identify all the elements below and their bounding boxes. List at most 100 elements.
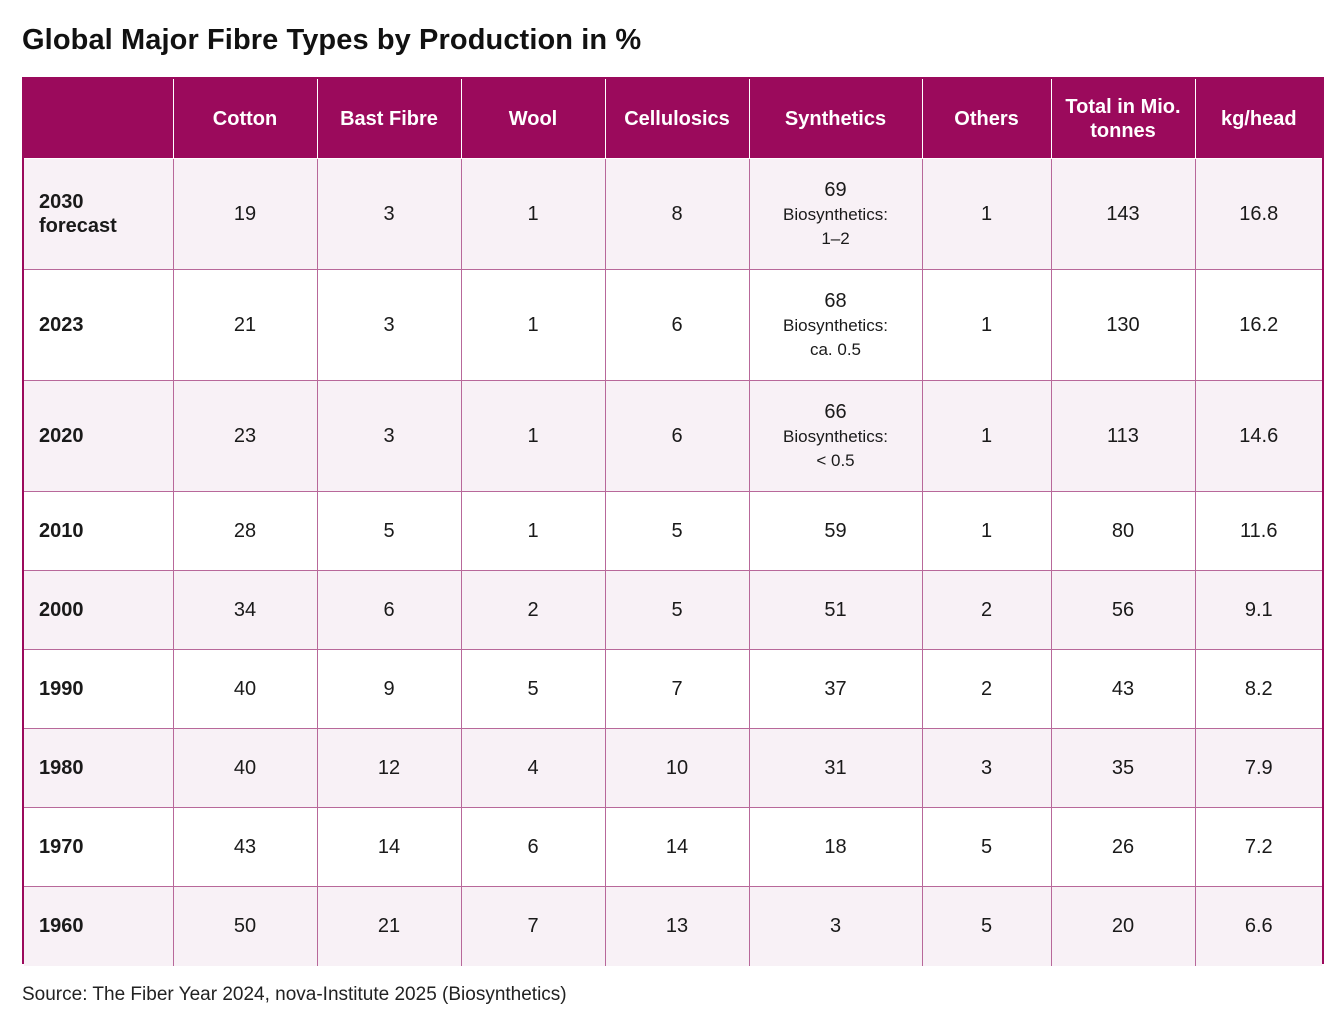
cell-total: 43 <box>1050 649 1196 729</box>
header-total: Total in Mio. tonnes <box>1050 79 1196 159</box>
biosynthetics-value: < 0.5 <box>816 451 855 470</box>
cell-year: 2020 <box>24 380 174 492</box>
cell-bast-fibre: 14 <box>316 807 462 887</box>
table-row: 1960 50 21 7 13 3 5 20 6.6 <box>24 886 1322 966</box>
cell-synthetics: 31 <box>748 728 923 808</box>
biosynthetics-label: Biosynthetics: <box>783 427 888 446</box>
fibre-production-table: Cotton Bast Fibre Wool Cellulosics Synth… <box>24 79 1322 966</box>
cell-cellulosics: 14 <box>604 807 750 887</box>
cell-cellulosics: 6 <box>604 380 750 492</box>
cell-synthetics: 3 <box>748 886 923 966</box>
cell-kg-head: 16.8 <box>1194 158 1322 270</box>
biosynthetics-label: Biosynthetics: <box>783 316 888 335</box>
cell-synthetics: 37 <box>748 649 923 729</box>
cell-total: 26 <box>1050 807 1196 887</box>
cell-synthetics: 59 <box>748 491 923 571</box>
cell-synthetics: 18 <box>748 807 923 887</box>
cell-cellulosics: 6 <box>604 269 750 381</box>
cell-bast-fibre: 3 <box>316 158 462 270</box>
cell-wool: 7 <box>460 886 606 966</box>
cell-others: 5 <box>921 807 1052 887</box>
synthetics-value: 68 <box>824 290 847 312</box>
cell-cellulosics: 8 <box>604 158 750 270</box>
cell-cellulosics: 10 <box>604 728 750 808</box>
cell-bast-fibre: 3 <box>316 269 462 381</box>
table-row: 2000 34 6 2 5 51 2 56 9.1 <box>24 570 1322 650</box>
table-row: 1970 43 14 6 14 18 5 26 7.2 <box>24 807 1322 887</box>
cell-others: 2 <box>921 570 1052 650</box>
cell-others: 1 <box>921 269 1052 381</box>
cell-year: 2010 <box>24 491 174 571</box>
cell-others: 1 <box>921 380 1052 492</box>
table-row: 2023 21 3 1 6 68 Biosynthetics: ca. 0.5 1 130 16.2 <box>24 269 1322 381</box>
cell-year: 1990 <box>24 649 174 729</box>
cell-bast-fibre: 9 <box>316 649 462 729</box>
header-bast-fibre: Bast Fibre <box>316 79 462 159</box>
cell-kg-head: 6.6 <box>1194 886 1322 966</box>
cell-cotton: 34 <box>172 570 318 650</box>
header-year <box>24 79 174 159</box>
cell-others: 1 <box>921 158 1052 270</box>
table-row: 2020 23 3 1 6 66 Biosynthetics: < 0.5 1 113 14.6 <box>24 380 1322 492</box>
table-row: 2030 forecast 19 3 1 8 69 Biosynthetics: 1–2 1 14… <box>24 158 1322 270</box>
cell-synthetics: 51 <box>748 570 923 650</box>
header-others: Others <box>921 79 1052 159</box>
cell-cellulosics: 5 <box>604 491 750 571</box>
cell-bast-fibre: 6 <box>316 570 462 650</box>
table-row: 1990 40 9 5 7 37 2 43 8.2 <box>24 649 1322 729</box>
cell-wool: 5 <box>460 649 606 729</box>
cell-others: 2 <box>921 649 1052 729</box>
biosynthetics-value: ca. 0.5 <box>809 340 862 359</box>
table-body: 2030 forecast 19 3 1 8 69 Biosynthetics: 1–2 1 14… <box>24 158 1322 966</box>
header-synthetics: Synthetics <box>748 79 923 159</box>
cell-wool: 6 <box>460 807 606 887</box>
cell-wool: 2 <box>460 570 606 650</box>
cell-cotton: 50 <box>172 886 318 966</box>
cell-kg-head: 16.2 <box>1194 269 1322 381</box>
synthetics-value: 69 <box>824 179 847 201</box>
cell-total: 130 <box>1050 269 1196 381</box>
cell-others: 1 <box>921 491 1052 571</box>
cell-others: 3 <box>921 728 1052 808</box>
table-row: 1980 40 12 4 10 31 3 35 7.9 <box>24 728 1322 808</box>
cell-others: 5 <box>921 886 1052 966</box>
header-row: Cotton Bast Fibre Wool Cellulosics Synth… <box>24 79 1322 159</box>
table-row: 2010 28 5 1 5 59 1 80 11.6 <box>24 491 1322 571</box>
cell-cotton: 28 <box>172 491 318 571</box>
cell-year: 2000 <box>24 570 174 650</box>
source-note: Source: The Fiber Year 2024, nova-Instit… <box>22 984 567 1005</box>
header-cellulosics: Cellulosics <box>604 79 750 159</box>
cell-year: 1960 <box>24 886 174 966</box>
cell-total: 56 <box>1050 570 1196 650</box>
cell-synthetics: 66 Biosynthetics: < 0.5 <box>748 380 923 492</box>
cell-kg-head: 9.1 <box>1194 570 1322 650</box>
header-kg-head: kg/head <box>1194 79 1322 159</box>
cell-cotton: 19 <box>172 158 318 270</box>
cell-wool: 1 <box>460 380 606 492</box>
cell-total: 113 <box>1050 380 1196 492</box>
cell-synthetics: 68 Biosynthetics: ca. 0.5 <box>748 269 923 381</box>
table-title: Global Major Fibre Types by Production i… <box>22 24 642 56</box>
cell-kg-head: 8.2 <box>1194 649 1322 729</box>
cell-year: 2023 <box>24 269 174 381</box>
cell-bast-fibre: 12 <box>316 728 462 808</box>
cell-synthetics: 69 Biosynthetics: 1–2 <box>748 158 923 270</box>
cell-total: 20 <box>1050 886 1196 966</box>
cell-cellulosics: 7 <box>604 649 750 729</box>
cell-kg-head: 7.9 <box>1194 728 1322 808</box>
cell-kg-head: 14.6 <box>1194 380 1322 492</box>
cell-year: 1970 <box>24 807 174 887</box>
cell-bast-fibre: 3 <box>316 380 462 492</box>
header-wool: Wool <box>460 79 606 159</box>
cell-cotton: 40 <box>172 728 318 808</box>
biosynthetics-label: Biosynthetics: <box>783 205 888 224</box>
cell-total: 80 <box>1050 491 1196 571</box>
biosynthetics-value: 1–2 <box>821 229 850 248</box>
cell-cellulosics: 13 <box>604 886 750 966</box>
fibre-table-container: Cotton Bast Fibre Wool Cellulosics Synth… <box>22 77 1324 966</box>
cell-cotton: 21 <box>172 269 318 381</box>
cell-year: 2030 forecast <box>24 158 174 270</box>
cell-cotton: 40 <box>172 649 318 729</box>
cell-total: 35 <box>1050 728 1196 808</box>
header-cotton: Cotton <box>172 79 318 159</box>
